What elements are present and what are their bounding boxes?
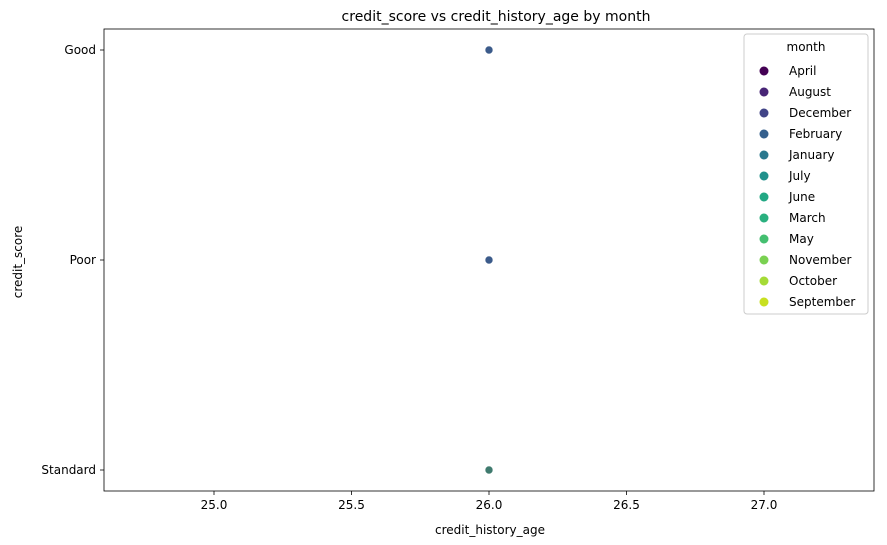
x-tick-label: 25.5 [338,498,365,512]
legend-marker [759,66,769,76]
legend-marker [759,276,769,286]
legend-label: October [789,274,837,288]
legend-marker [759,87,769,97]
legend-marker [759,129,769,139]
data-point [484,45,494,55]
legend-label: May [789,232,814,246]
legend-marker [759,192,769,202]
legend-marker [759,171,769,181]
legend-marker [759,234,769,244]
legend-title: month [787,40,826,54]
x-tick-label: 25.0 [201,498,228,512]
x-tick-label: 27.0 [751,498,778,512]
legend-label: August [789,85,831,99]
y-axis-label: credit_score [11,226,25,299]
chart-title: credit_score vs credit_history_age by mo… [342,9,651,25]
legend-marker [759,213,769,223]
legend-box [743,33,869,315]
legend-label: December [789,106,851,120]
x-tick-label: 26.0 [476,498,503,512]
legend-label: July [788,169,811,183]
legend-label: April [789,64,816,78]
legend-marker [759,108,769,118]
legend-marker [759,297,769,307]
legend-label: January [788,148,835,162]
x-tick-label: 26.5 [613,498,640,512]
legend-label: September [789,295,855,309]
x-axis-label: credit_history_age [435,523,545,537]
data-point [484,255,494,265]
legend-marker [759,150,769,160]
legend-label: March [789,211,826,225]
legend-marker [759,255,769,265]
legend-label: June [788,190,815,204]
legend-label: November [789,253,851,267]
legend: month April August December February January J… [743,33,869,315]
y-tick-label: Standard [41,463,96,477]
data-point [484,465,494,475]
legend-label: February [789,127,842,141]
y-tick-label: Poor [70,253,96,267]
y-tick-label: Good [64,43,96,57]
